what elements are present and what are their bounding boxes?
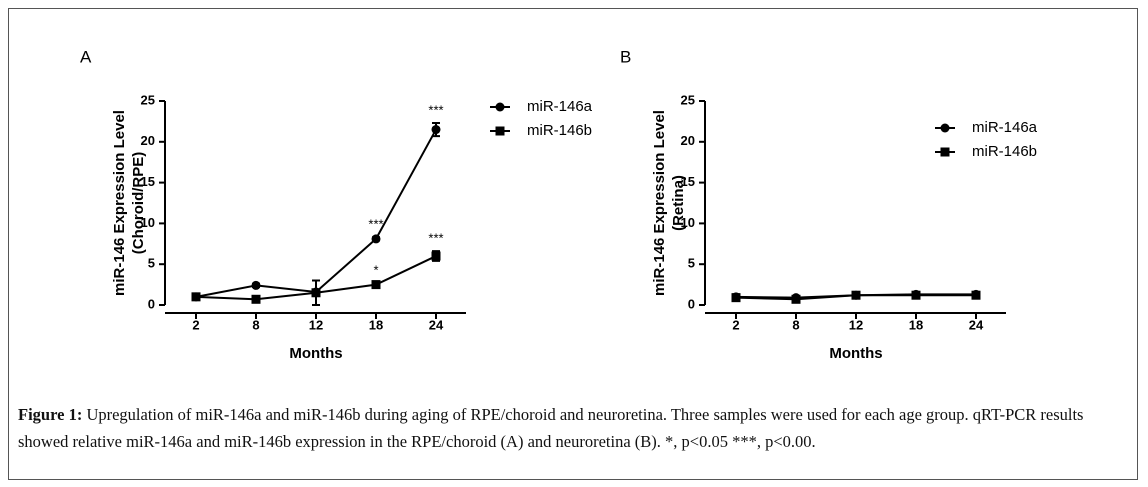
- y-axis-title: miR-146 Expression Level: [651, 110, 668, 296]
- x-axis-title: Months: [829, 345, 882, 362]
- x-tick-label: 12: [849, 317, 863, 332]
- data-point: [971, 290, 981, 300]
- legend-marker: [495, 102, 505, 112]
- significance-label: ***: [428, 231, 443, 246]
- x-tick-label: 2: [192, 317, 199, 332]
- significance-label: ***: [368, 217, 383, 232]
- legend-marker: [940, 123, 950, 133]
- y-tick-label: 5: [688, 256, 695, 271]
- y-axis-title: (Choroid/RPE): [130, 152, 147, 255]
- data-point: [191, 292, 201, 302]
- data-point: [851, 290, 861, 300]
- x-tick-label: 12: [309, 317, 323, 332]
- data-point: [731, 293, 741, 303]
- series-line: [195, 129, 437, 298]
- panel-label: B: [620, 47, 631, 66]
- caption-label: Figure 1:: [18, 405, 83, 424]
- x-tick-label: 8: [792, 317, 799, 332]
- data-point: [251, 294, 261, 304]
- legend-label: miR-146b: [972, 143, 1037, 160]
- data-point: [431, 125, 441, 135]
- legend-label: miR-146a: [972, 119, 1038, 136]
- x-tick-label: 2: [732, 317, 739, 332]
- panel-label: A: [80, 47, 92, 66]
- y-tick-label: 5: [148, 256, 155, 271]
- caption-text: Upregulation of miR-146a and miR-146b du…: [18, 405, 1084, 451]
- y-tick-label: 15: [681, 174, 695, 189]
- y-tick-label: 10: [681, 215, 695, 230]
- data-point: [791, 294, 801, 304]
- y-tick-label: 25: [681, 92, 695, 107]
- x-tick-label: 18: [369, 317, 383, 332]
- data-point: [371, 234, 381, 244]
- legend-marker: [495, 126, 505, 136]
- y-tick-label: 0: [688, 296, 695, 311]
- figure-frame: [8, 8, 1138, 480]
- data-point: [371, 280, 381, 290]
- significance-label: *: [373, 262, 378, 277]
- data-point: [431, 251, 441, 261]
- legend-label: miR-146a: [527, 98, 593, 115]
- data-point: [911, 290, 921, 300]
- legend-label: miR-146b: [527, 122, 592, 139]
- x-axis-title: Months: [289, 345, 342, 362]
- y-tick-label: 10: [141, 215, 155, 230]
- legend-marker: [940, 147, 950, 157]
- data-point: [311, 288, 321, 298]
- x-tick-label: 24: [969, 317, 984, 332]
- y-tick-label: 20: [681, 133, 695, 148]
- significance-label: ***: [428, 102, 443, 117]
- data-point: [251, 280, 261, 290]
- y-tick-label: 25: [141, 92, 155, 107]
- y-axis-title: miR-146 Expression Level: [111, 110, 128, 296]
- x-tick-label: 8: [252, 317, 259, 332]
- y-tick-label: 20: [141, 133, 155, 148]
- y-axis-title: (Retina): [670, 175, 687, 231]
- caption: Figure 1: Upregulation of miR-146a and m…: [18, 401, 1133, 455]
- y-tick-label: 15: [141, 174, 155, 189]
- x-tick-label: 18: [909, 317, 923, 332]
- y-tick-label: 0: [148, 296, 155, 311]
- x-tick-label: 24: [429, 317, 444, 332]
